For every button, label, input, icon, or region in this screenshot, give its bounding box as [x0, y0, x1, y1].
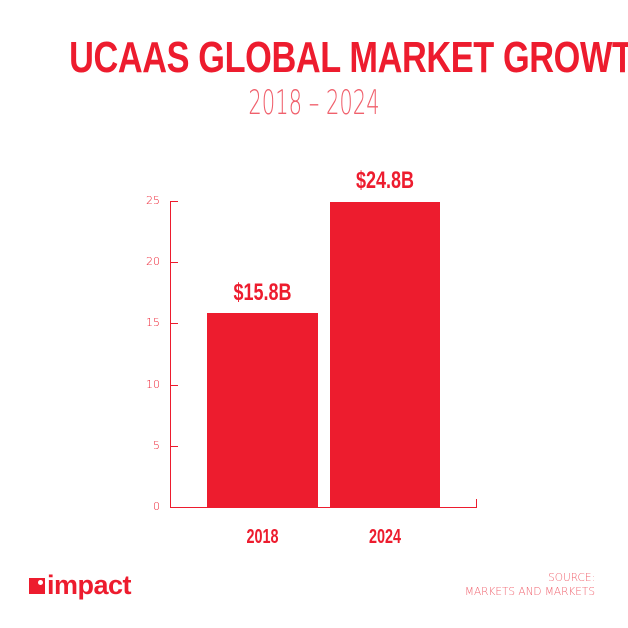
y-tick-10 — [170, 385, 178, 386]
source-note: SOURCE: MARKETS AND MARKETS — [465, 571, 595, 599]
y-axis-line — [170, 201, 171, 507]
x-category-label-2018: 2018 — [246, 526, 279, 548]
y-tick-25 — [170, 201, 178, 202]
x-axis-line — [170, 507, 477, 508]
impact-logo-mark-icon — [29, 578, 45, 594]
chart-subtitle: 2018 – 2024 — [248, 83, 380, 123]
impact-logo: impact — [29, 570, 132, 600]
y-tick-label: 15 — [146, 316, 160, 329]
y-tick-0 — [170, 507, 178, 508]
impact-logo-text: impact — [47, 570, 132, 600]
x-axis-end-tick — [476, 499, 477, 507]
bar-2024 — [330, 202, 440, 507]
bar-value-label-2024: $24.8B — [355, 167, 415, 194]
source-value: MARKETS AND MARKETS — [464, 586, 595, 598]
y-tick-label: 20 — [146, 255, 160, 268]
chart-title: UCAAS GLOBAL MARKET GROWTH — [69, 33, 628, 82]
y-tick-label: 5 — [153, 439, 160, 452]
y-tick-5 — [170, 446, 178, 447]
y-tick-label: 25 — [146, 194, 160, 207]
source-label: SOURCE: — [548, 572, 595, 584]
bar-2018 — [207, 313, 318, 507]
bar-value-label-2018: $15.8B — [233, 279, 292, 306]
y-tick-label: 0 — [153, 500, 160, 513]
y-tick-15 — [170, 323, 178, 324]
x-category-label-2024: 2024 — [368, 526, 402, 548]
y-tick-label: 10 — [146, 378, 160, 391]
y-tick-20 — [170, 262, 178, 263]
